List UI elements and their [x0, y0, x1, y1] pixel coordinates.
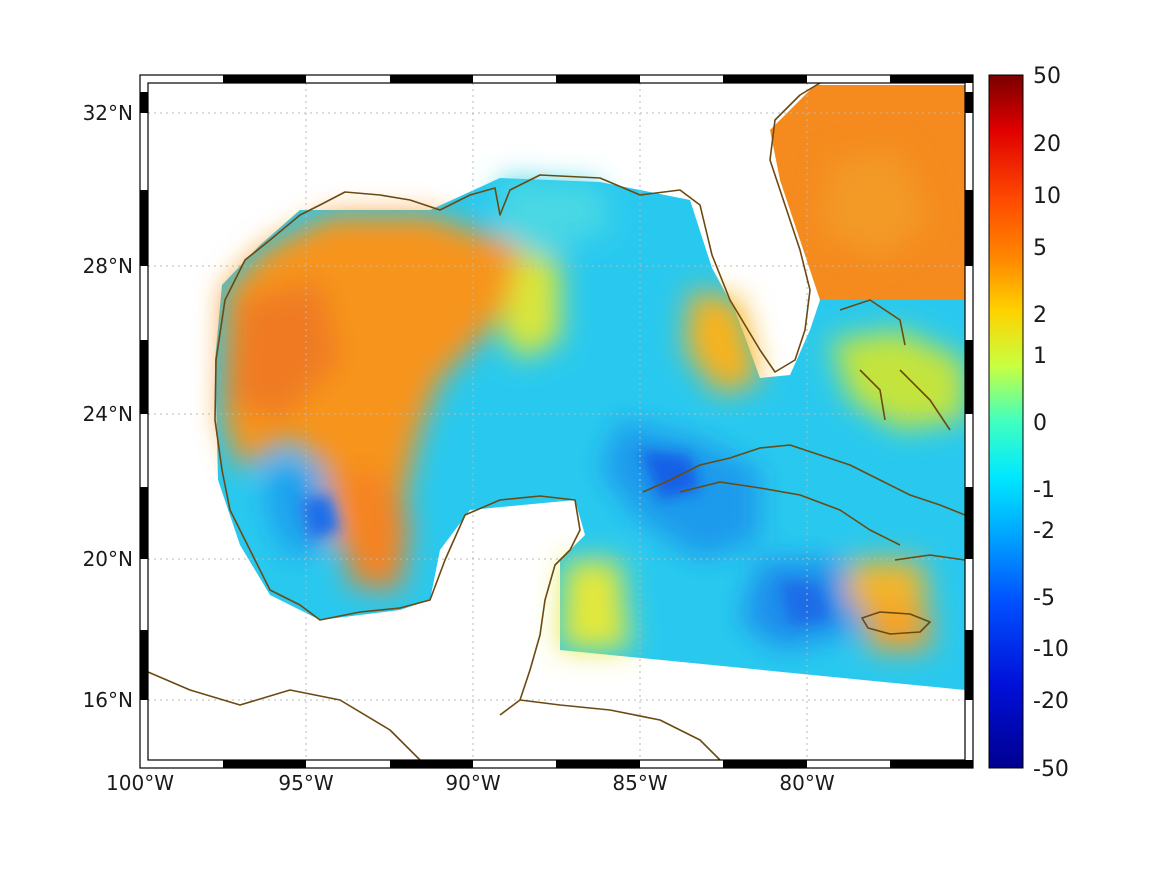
- colorbar-label: 2: [1033, 303, 1047, 328]
- lat-axis: 32°N 28°N 24°N 20°N 16°N: [83, 101, 133, 712]
- colorbar-label: 50: [1033, 64, 1061, 89]
- colorbar-label: 1: [1033, 344, 1047, 369]
- colorbar-bar: [988, 74, 1024, 769]
- colorbar-label: 0: [1033, 411, 1047, 436]
- central-america-coastline: [148, 671, 721, 760]
- lon-label: 90°W: [445, 771, 500, 795]
- gulf-coastline: [214, 83, 821, 471]
- lon-axis: 100°W 95°W 90°W 85°W 80°W: [106, 771, 835, 795]
- lat-label: 16°N: [83, 688, 133, 712]
- colorbar-label: 5: [1033, 236, 1047, 261]
- data-field: [215, 85, 965, 690]
- lon-label: 85°W: [612, 771, 667, 795]
- cuba-coastline: [642, 444, 965, 546]
- colorbar-label: 10: [1033, 184, 1061, 209]
- colorbar-label: -1: [1033, 478, 1055, 503]
- graticule: [148, 83, 965, 760]
- mexico-coastline: [221, 469, 581, 716]
- lat-label: 24°N: [83, 402, 133, 426]
- colorbar-label: -5: [1033, 586, 1055, 611]
- lon-label: 100°W: [106, 771, 174, 795]
- map-frame: [139, 74, 974, 769]
- colorbar-label: -50: [1033, 757, 1069, 782]
- lon-label: 95°W: [278, 771, 333, 795]
- bahamas-coastline: [839, 299, 951, 431]
- lat-label: 32°N: [83, 101, 133, 125]
- lon-label: 80°W: [779, 771, 834, 795]
- colorbar-label: -2: [1033, 519, 1055, 544]
- colorbar-label: 20: [1033, 132, 1061, 157]
- colorbar-label: -10: [1033, 637, 1069, 662]
- colorbar-label: -20: [1033, 689, 1069, 714]
- lat-label: 28°N: [83, 254, 133, 278]
- hispaniola-coastline: [894, 554, 965, 561]
- coastlines: [148, 83, 965, 760]
- jamaica-coastline: [861, 611, 931, 635]
- colorbar: 50 20 10 5 2 1 0 -1 -2 -5 -10 -20 -50: [988, 64, 1069, 782]
- lat-label: 20°N: [83, 547, 133, 571]
